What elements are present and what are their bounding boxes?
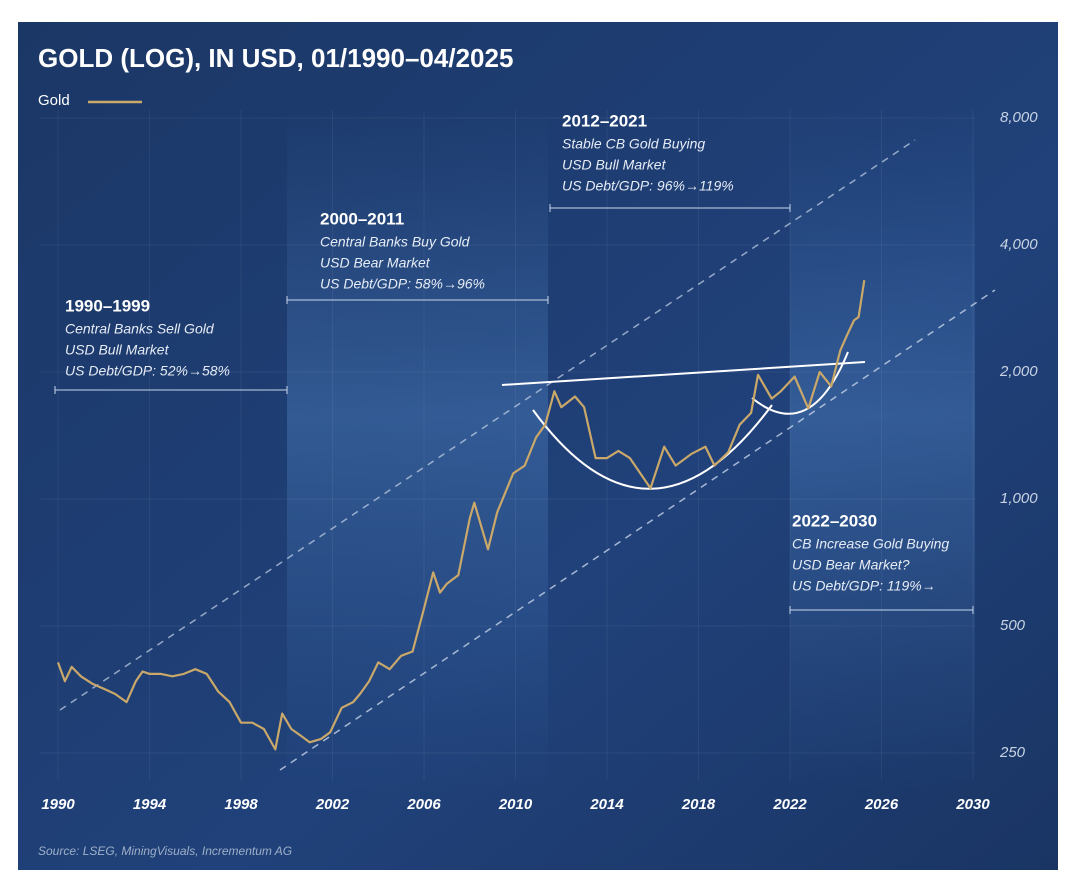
annotation-title: 2012–2021 <box>562 111 647 130</box>
x-tick-label: 1994 <box>133 796 167 813</box>
annotation-text: US Debt/GDP: 96%→119% <box>562 178 734 194</box>
annotation-text: USD Bear Market? <box>792 557 910 573</box>
x-tick-label: 2010 <box>498 796 533 813</box>
x-tick-label: 1990 <box>41 796 75 813</box>
y-tick-label: 1,000 <box>1000 490 1038 507</box>
annotation-text: US Debt/GDP: 52%→58% <box>65 363 230 379</box>
source: Source: LSEG, MiningVisuals, Incrementum… <box>38 844 292 858</box>
annotation-text: USD Bull Market <box>65 342 170 358</box>
shade-band <box>790 110 975 790</box>
x-tick-label: 2026 <box>864 796 899 813</box>
y-tick-label: 8,000 <box>1000 109 1038 126</box>
y-tick-label: 500 <box>1000 617 1026 634</box>
x-tick-label: 2006 <box>406 796 441 813</box>
x-tick-label: 2030 <box>955 796 990 813</box>
annotation-title: 1990–1999 <box>65 296 150 315</box>
shade-band <box>287 110 548 790</box>
annotation-title: 2000–2011 <box>320 209 404 228</box>
y-tick-label: 250 <box>999 744 1026 761</box>
annotation-text: US Debt/GDP: 58%→96% <box>320 276 485 292</box>
y-tick-label: 2,000 <box>999 363 1038 380</box>
channel-line <box>279 289 996 771</box>
annotation-text: USD Bear Market <box>320 255 431 271</box>
y-tick-label: 4,000 <box>1000 236 1038 253</box>
annotation-text: Stable CB Gold Buying <box>562 136 705 152</box>
x-tick-label: 2018 <box>681 796 716 813</box>
annotation-title: 2022–2030 <box>792 511 877 530</box>
x-tick-label: 1998 <box>224 796 258 813</box>
annotation-text: Central Banks Sell Gold <box>65 321 215 337</box>
data-line <box>56 280 866 751</box>
annotation-text: US Debt/GDP: 119%→ <box>792 578 936 594</box>
legend-label: Gold <box>38 92 70 109</box>
x-tick-label: 2014 <box>589 796 624 813</box>
x-tick-label: 2022 <box>772 796 807 813</box>
handle-arc <box>751 351 849 415</box>
chart-title: GOLD (LOG), IN USD, 01/1990–04/2025 <box>38 43 513 73</box>
channel-line <box>59 139 916 711</box>
resistance-line <box>501 361 866 386</box>
annotation-text: Central Banks Buy Gold <box>320 234 471 250</box>
annotation-text: USD Bull Market <box>562 157 667 173</box>
annotation-text: CB Increase Gold Buying <box>792 536 949 552</box>
x-tick-label: 2002 <box>315 796 350 813</box>
